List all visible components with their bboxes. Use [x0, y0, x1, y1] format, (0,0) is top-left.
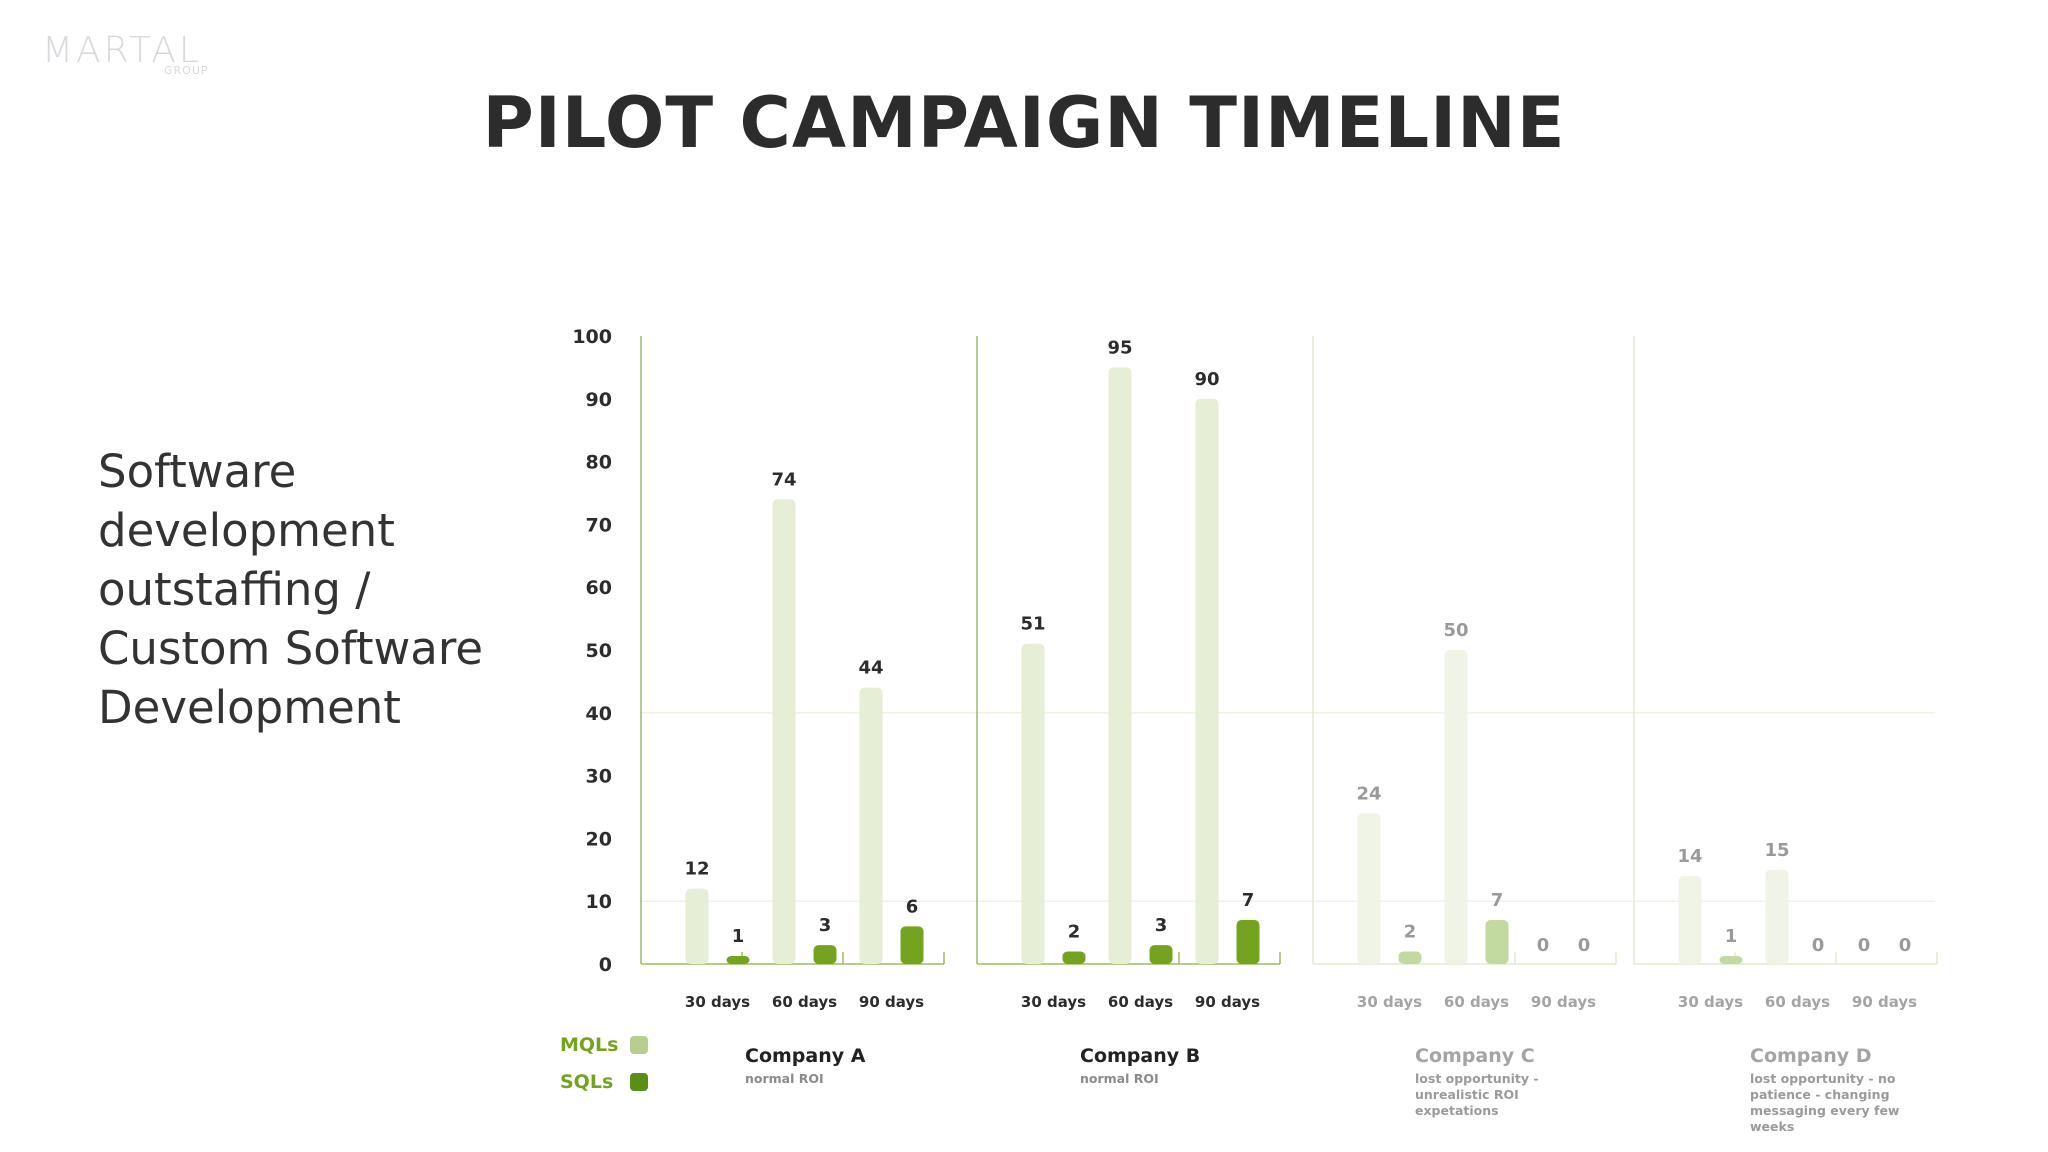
chart-legend: MQLs SQLs	[560, 1034, 670, 1114]
sql-data-label: 0	[1578, 935, 1591, 956]
legend-swatch-sqls	[630, 1073, 648, 1091]
sql-bar	[1236, 920, 1260, 964]
mql-data-label: 12	[684, 859, 709, 880]
x-tick-label: 30 days	[1678, 993, 1743, 1011]
sql-data-label: 0	[1899, 935, 1912, 956]
company-b-caption: Company B normal ROI	[1080, 1044, 1310, 1087]
sql-bar	[1062, 951, 1086, 964]
sql-data-label: 1	[1725, 926, 1738, 947]
x-tick-label: 60 days	[1765, 993, 1830, 1011]
y-tick-label: 60	[586, 577, 612, 599]
mql-data-label: 44	[858, 658, 883, 679]
mql-bar	[772, 499, 796, 964]
sql-data-label: 7	[1491, 890, 1504, 911]
mql-bar	[1444, 650, 1468, 964]
y-tick-label: 30	[586, 766, 612, 788]
mql-data-label: 0	[1858, 935, 1871, 956]
mql-bar	[1357, 813, 1381, 964]
y-tick-label: 90	[586, 389, 612, 411]
company-a-caption: Company A normal ROI	[745, 1044, 975, 1087]
company-name: Company A	[745, 1045, 866, 1067]
subtitle-line: outstaffing /	[98, 563, 371, 616]
x-tick-label: 90 days	[859, 993, 924, 1011]
subtitle-line: Development	[98, 681, 401, 734]
legend-item-sqls: SQLs	[560, 1071, 670, 1099]
mql-bar	[1195, 398, 1219, 964]
mql-data-label: 15	[1764, 840, 1789, 861]
sql-bar	[1398, 951, 1422, 964]
sql-bar	[1485, 920, 1509, 964]
subtitle-line: Software	[98, 445, 297, 498]
sql-bar	[900, 926, 924, 964]
company-name: Company D	[1750, 1045, 1872, 1067]
mql-data-label: 95	[1107, 337, 1132, 358]
y-tick-label: 20	[586, 828, 612, 850]
sql-data-label: 7	[1242, 890, 1255, 911]
subtitle-line: Custom Software	[98, 622, 484, 675]
x-tick-label: 60 days	[772, 993, 837, 1011]
x-tick-label: 30 days	[1021, 993, 1086, 1011]
sql-data-label: 2	[1404, 921, 1417, 942]
company-note: normal ROI	[745, 1071, 824, 1086]
logo-wordmark: MARTAL	[42, 30, 202, 71]
slide-subtitle: Software development outstaffing / Custo…	[98, 442, 538, 737]
legend-swatch-mqls	[630, 1036, 648, 1054]
mql-data-label: 90	[1194, 369, 1219, 390]
sql-bar	[1149, 945, 1173, 964]
y-tick-label: 50	[586, 640, 612, 662]
x-tick-label: 90 days	[1531, 993, 1596, 1011]
mql-data-label: 50	[1443, 620, 1468, 641]
y-tick-label: 100	[572, 326, 612, 348]
company-note: normal ROI	[1080, 1071, 1159, 1086]
sql-data-label: 0	[1812, 935, 1825, 956]
sql-bar	[1719, 956, 1743, 964]
company-name: Company C	[1415, 1045, 1535, 1067]
mql-bar	[1678, 876, 1702, 964]
mql-bar	[1108, 367, 1132, 964]
company-d-caption: Company D lost opportunity - no patience…	[1750, 1044, 1980, 1135]
mql-bar	[1765, 869, 1789, 964]
sql-bar	[726, 956, 750, 964]
mql-data-label: 74	[771, 469, 796, 490]
company-c-caption: Company C lost opportunity - unrealistic…	[1415, 1044, 1645, 1119]
sql-data-label: 3	[1155, 915, 1168, 936]
mql-bar	[1021, 643, 1045, 964]
x-tick-label: 30 days	[685, 993, 750, 1011]
sql-data-label: 2	[1068, 921, 1081, 942]
company-note: lost opportunity - unrealistic ROI expet…	[1415, 1071, 1539, 1118]
y-tick-label: 0	[599, 954, 612, 976]
y-tick-label: 10	[586, 891, 612, 913]
company-name: Company B	[1080, 1045, 1201, 1067]
legend-label-mqls: MQLs	[560, 1034, 619, 1056]
sql-bar	[813, 945, 837, 964]
x-tick-label: 60 days	[1108, 993, 1173, 1011]
mql-data-label: 51	[1020, 614, 1045, 635]
logo-subtext: GROUP	[164, 64, 209, 77]
company-note: lost opportunity - no patience - changin…	[1750, 1071, 1900, 1134]
x-tick-label: 90 days	[1852, 993, 1917, 1011]
subtitle-line: development	[98, 504, 395, 557]
y-tick-label: 80	[586, 452, 612, 474]
mql-data-label: 24	[1356, 783, 1381, 804]
mql-data-label: 14	[1677, 846, 1702, 867]
legend-item-mqls: MQLs	[560, 1034, 670, 1062]
mql-data-label: 0	[1537, 935, 1550, 956]
sql-data-label: 1	[732, 926, 745, 947]
sql-data-label: 3	[819, 915, 832, 936]
mql-bar	[859, 687, 883, 964]
y-tick-label: 40	[586, 703, 612, 725]
x-tick-label: 90 days	[1195, 993, 1260, 1011]
y-tick-label: 70	[586, 514, 612, 536]
legend-label-sqls: SQLs	[560, 1071, 614, 1093]
x-tick-label: 60 days	[1444, 993, 1509, 1011]
x-tick-label: 30 days	[1357, 993, 1422, 1011]
martal-logo: MARTAL GROUP	[42, 30, 242, 90]
mql-bar	[685, 888, 709, 964]
sql-data-label: 6	[906, 896, 919, 917]
page-title: PILOT CAMPAIGN TIMELINE	[482, 82, 1566, 164]
